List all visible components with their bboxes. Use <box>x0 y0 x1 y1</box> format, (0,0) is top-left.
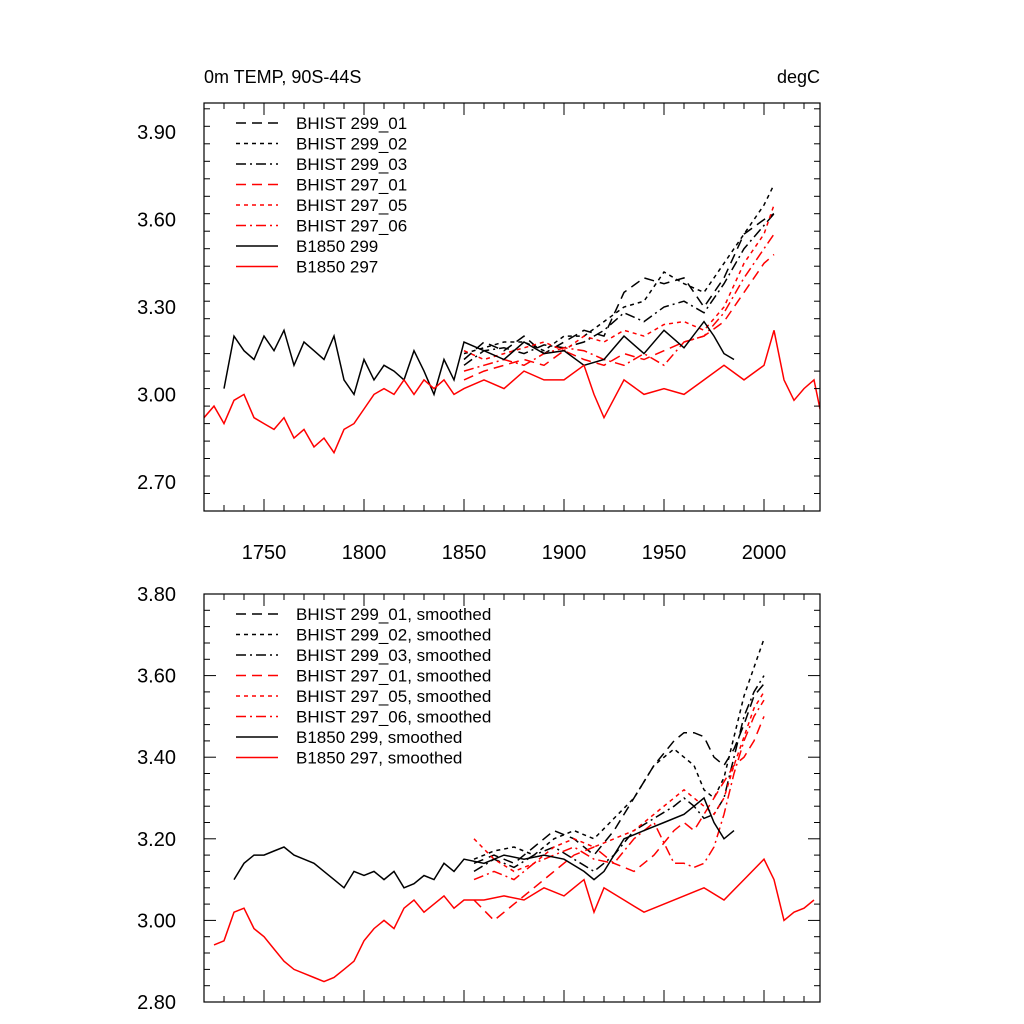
top-legend-label: B1850 297 <box>296 258 378 277</box>
top-legend-label: BHIST 299_01 <box>296 114 407 133</box>
bottom-legend-label: B1850 299, smoothed <box>296 728 462 747</box>
bottom-ytick-label: 3.20 <box>137 829 176 851</box>
bottom-series-line-6 <box>473 699 765 881</box>
top-legend-label: BHIST 299_03 <box>296 155 407 174</box>
top-panel-units: degC <box>777 67 820 87</box>
top-plot-frame <box>203 102 821 512</box>
bottom-series-line-5 <box>473 691 765 873</box>
top-ytick-label: 2.70 <box>137 472 176 494</box>
top-ytick-label: 3.00 <box>137 384 176 406</box>
top-xtick-label: 1850 <box>442 542 487 564</box>
top-xtick-label: 2000 <box>742 542 787 564</box>
top-series-line-2 <box>463 184 775 355</box>
bottom-legend-label: BHIST 299_02, smoothed <box>296 626 491 645</box>
bottom-legend-label: BHIST 297_05, smoothed <box>296 687 491 706</box>
top-legend-label: BHIST 297_01 <box>296 176 407 195</box>
top-xtick-label: 1950 <box>642 542 687 564</box>
bottom-plot-frame <box>203 593 821 1003</box>
top-panel: 2.70 3.00 3.30 3.60 3.90 1750 1800 1850 1900 1950… <box>137 102 821 564</box>
top-series-line-1 <box>463 213 775 361</box>
bottom-series-line-1 <box>473 683 765 865</box>
bottom-series-line-4 <box>473 716 765 922</box>
top-xtick-label: 1750 <box>242 542 287 564</box>
top-legend-label: BHIST 297_05 <box>296 196 407 215</box>
top-series-line-8 <box>204 330 820 455</box>
bottom-series-line-7 <box>233 796 735 889</box>
top-legend-label: B1850 299 <box>296 237 378 256</box>
bottom-series-line-2 <box>473 638 765 860</box>
top-series-line-6 <box>463 233 775 372</box>
top-series-line-5 <box>463 204 775 361</box>
bottom-ytick-label: 3.00 <box>137 910 176 932</box>
top-panel-title: 0m TEMP, 90S-44S <box>204 67 361 87</box>
bottom-ytick-label: 3.40 <box>137 747 176 769</box>
bottom-ytick-label: 3.60 <box>137 666 176 688</box>
top-xtick-label: 1900 <box>542 542 587 564</box>
top-series-line-4 <box>463 253 775 381</box>
top-legend-label: BHIST 297_06 <box>296 217 407 236</box>
top-ytick-label: 3.60 <box>137 210 176 232</box>
top-ytick-label: 3.90 <box>137 122 176 144</box>
top-series-line-7 <box>223 320 735 397</box>
bottom-series-line-8 <box>213 857 815 983</box>
bottom-legend-label: BHIST 299_03, smoothed <box>296 646 491 665</box>
bottom-legend-label: BHIST 297_01, smoothed <box>296 667 491 686</box>
bottom-ytick-label: 2.80 <box>137 992 176 1014</box>
bottom-legend-label: B1850 297, smoothed <box>296 749 462 768</box>
bottom-legend-label: BHIST 297_06, smoothed <box>296 708 491 727</box>
bottom-panel: 2.80 3.00 3.20 3.40 3.60 3.80 BHIST 299_01, sm… <box>137 584 821 1014</box>
top-ytick-label: 3.30 <box>137 297 176 319</box>
top-legend-label: BHIST 299_02 <box>296 135 407 154</box>
top-xtick-label: 1800 <box>342 542 387 564</box>
bottom-legend-label: BHIST 299_01, smoothed <box>296 605 491 624</box>
bottom-ytick-label: 3.80 <box>137 584 176 606</box>
bottom-series-line-3 <box>473 675 765 873</box>
